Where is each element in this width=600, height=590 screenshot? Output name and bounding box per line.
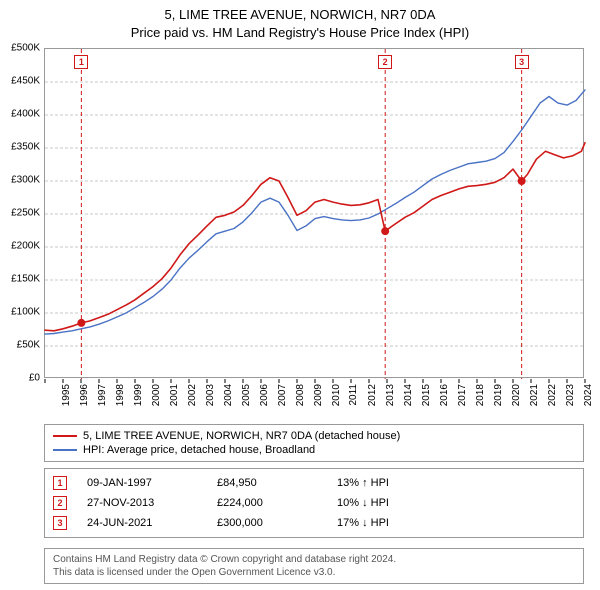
sale-marker-flag: 2 bbox=[378, 55, 392, 69]
sale-date: 24-JUN-2021 bbox=[87, 517, 197, 529]
title-block: 5, LIME TREE AVENUE, NORWICH, NR7 0DA Pr… bbox=[0, 0, 600, 42]
x-tick-label: 2021 bbox=[529, 384, 540, 406]
sale-delta: 10% ↓ HPI bbox=[337, 497, 437, 509]
series-price_paid bbox=[45, 143, 585, 331]
x-axis-labels: 1995 1996 1997 1998 1999 2000 2001 2002 2003 2004… bbox=[44, 380, 584, 420]
y-tick-label: £250K bbox=[11, 208, 40, 219]
x-tick-label: 2003 bbox=[205, 384, 216, 406]
sale-row-marker: 1 bbox=[53, 476, 67, 490]
sales-table: 1 09-JAN-1997 £84,950 13% ↑ HPI 2 27-NOV-2013… bbox=[44, 468, 584, 538]
x-tick-label: 2001 bbox=[169, 384, 180, 406]
x-tick-label: 2023 bbox=[565, 384, 576, 406]
sale-row-marker: 2 bbox=[53, 496, 67, 510]
legend-label: HPI: Average price, detached house, Broa… bbox=[83, 444, 315, 456]
sale-marker-flag: 3 bbox=[515, 55, 529, 69]
y-axis-labels: £0£50K£100K£150K£200K£250K£300K£350K£400… bbox=[0, 48, 42, 378]
chart-svg bbox=[45, 49, 585, 379]
y-tick-label: £500K bbox=[11, 43, 40, 54]
x-tick-label: 2011 bbox=[348, 384, 359, 406]
y-tick-label: £0 bbox=[29, 373, 40, 384]
x-tick-label: 2015 bbox=[421, 384, 432, 406]
y-tick-label: £350K bbox=[11, 142, 40, 153]
chart-container: 5, LIME TREE AVENUE, NORWICH, NR7 0DA Pr… bbox=[0, 0, 600, 590]
x-tick-label: 2006 bbox=[259, 384, 270, 406]
legend: 5, LIME TREE AVENUE, NORWICH, NR7 0DA (d… bbox=[44, 424, 584, 462]
x-tick-label: 1995 bbox=[61, 384, 72, 406]
sale-row: 1 09-JAN-1997 £84,950 13% ↑ HPI bbox=[53, 473, 575, 493]
y-tick-label: £100K bbox=[11, 307, 40, 318]
x-tick-label: 2013 bbox=[385, 384, 396, 406]
x-tick-label: 2017 bbox=[457, 384, 468, 406]
x-tick-label: 2004 bbox=[223, 384, 234, 406]
y-tick-label: £300K bbox=[11, 175, 40, 186]
x-tick-label: 2024 bbox=[583, 384, 594, 406]
sale-marker-dot bbox=[518, 177, 526, 185]
sale-marker-dot bbox=[77, 319, 85, 327]
sale-price: £224,000 bbox=[217, 497, 317, 509]
attribution-line-2: This data is licensed under the Open Gov… bbox=[53, 566, 575, 579]
x-tick-label: 2000 bbox=[151, 384, 162, 406]
y-tick-label: £450K bbox=[11, 76, 40, 87]
x-tick-label: 1999 bbox=[133, 384, 144, 406]
legend-label: 5, LIME TREE AVENUE, NORWICH, NR7 0DA (d… bbox=[83, 430, 400, 442]
x-tick-label: 2007 bbox=[277, 384, 288, 406]
x-tick-label: 2014 bbox=[403, 384, 414, 406]
x-tick-label: 1996 bbox=[79, 384, 90, 406]
sale-row: 2 27-NOV-2013 £224,000 10% ↓ HPI bbox=[53, 493, 575, 513]
legend-row: 5, LIME TREE AVENUE, NORWICH, NR7 0DA (d… bbox=[53, 429, 575, 443]
sale-price: £300,000 bbox=[217, 517, 317, 529]
sale-marker-dot bbox=[381, 227, 389, 235]
x-tick-label: 2022 bbox=[547, 384, 558, 406]
sale-delta: 17% ↓ HPI bbox=[337, 517, 437, 529]
sale-row-marker: 3 bbox=[53, 516, 67, 530]
y-tick-label: £400K bbox=[11, 109, 40, 120]
x-tick-label: 2012 bbox=[367, 384, 378, 406]
x-tick-label: 2016 bbox=[439, 384, 450, 406]
attribution: Contains HM Land Registry data © Crown c… bbox=[44, 548, 584, 584]
x-tick-label: 2018 bbox=[475, 384, 486, 406]
legend-swatch bbox=[53, 435, 77, 437]
x-tick-label: 1997 bbox=[97, 384, 108, 406]
y-tick-label: £150K bbox=[11, 274, 40, 285]
title-subtitle: Price paid vs. HM Land Registry's House … bbox=[0, 24, 600, 42]
sale-date: 09-JAN-1997 bbox=[87, 477, 197, 489]
sale-row: 3 24-JUN-2021 £300,000 17% ↓ HPI bbox=[53, 513, 575, 533]
x-tick-label: 2005 bbox=[241, 384, 252, 406]
x-tick-label: 2009 bbox=[313, 384, 324, 406]
attribution-line-1: Contains HM Land Registry data © Crown c… bbox=[53, 553, 575, 566]
y-tick-label: £200K bbox=[11, 241, 40, 252]
sale-marker-flag: 1 bbox=[74, 55, 88, 69]
sale-price: £84,950 bbox=[217, 477, 317, 489]
x-tick-label: 2010 bbox=[331, 384, 342, 406]
y-tick-label: £50K bbox=[17, 340, 40, 351]
x-tick-label: 2020 bbox=[511, 384, 522, 406]
x-tick-label: 2019 bbox=[493, 384, 504, 406]
legend-swatch bbox=[53, 449, 77, 451]
x-tick-label: 1998 bbox=[115, 384, 126, 406]
x-tick-label: 2008 bbox=[295, 384, 306, 406]
x-tick-label: 2002 bbox=[187, 384, 198, 406]
sale-date: 27-NOV-2013 bbox=[87, 497, 197, 509]
chart-plot-area: 1 2 3 bbox=[44, 48, 584, 378]
title-address: 5, LIME TREE AVENUE, NORWICH, NR7 0DA bbox=[0, 6, 600, 24]
sale-delta: 13% ↑ HPI bbox=[337, 477, 437, 489]
series-hpi bbox=[45, 90, 585, 334]
legend-row: HPI: Average price, detached house, Broa… bbox=[53, 443, 575, 457]
